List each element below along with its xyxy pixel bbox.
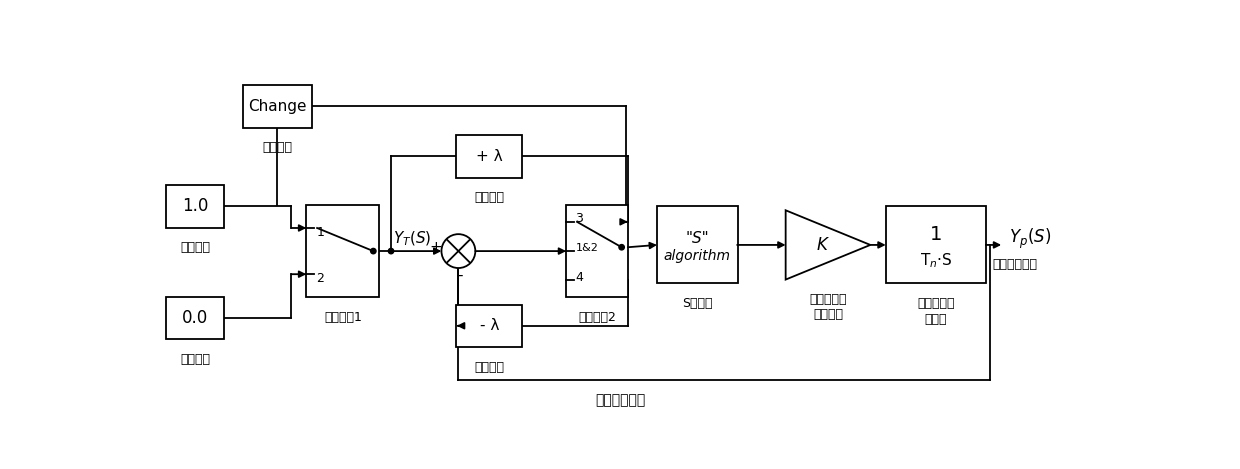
- Circle shape: [371, 249, 376, 254]
- Text: S形算法: S形算法: [682, 297, 712, 310]
- Bar: [243, 85, 312, 128]
- Text: 投入压紧: 投入压紧: [474, 361, 505, 374]
- Bar: [885, 206, 986, 283]
- Text: K: K: [816, 236, 827, 254]
- Text: 给定切换: 给定切换: [263, 141, 293, 154]
- Text: 1.0: 1.0: [182, 197, 208, 215]
- Text: algorithm: algorithm: [663, 249, 730, 263]
- Text: 2: 2: [316, 272, 324, 285]
- Text: 0.0: 0.0: [182, 309, 208, 327]
- Bar: [306, 205, 379, 297]
- Text: 1: 1: [930, 225, 942, 244]
- Text: T$_n$·S: T$_n$·S: [920, 251, 952, 270]
- Text: 拔出给定: 拔出给定: [180, 242, 210, 255]
- Text: 3: 3: [575, 212, 583, 225]
- Text: 投入给定: 投入给定: [180, 353, 210, 366]
- Bar: [456, 304, 522, 347]
- Text: + λ: + λ: [476, 149, 502, 164]
- Circle shape: [388, 249, 394, 254]
- Circle shape: [619, 244, 624, 250]
- Text: 4: 4: [575, 271, 583, 284]
- Polygon shape: [786, 210, 870, 280]
- Text: +: +: [429, 240, 441, 255]
- Bar: [166, 185, 224, 227]
- Text: $Y_T(S)$: $Y_T(S)$: [393, 229, 432, 248]
- Text: 模式切换2: 模式切换2: [578, 311, 616, 324]
- Text: 1: 1: [316, 226, 324, 239]
- Text: 1&2: 1&2: [575, 243, 599, 253]
- Text: 锁锭位移反馈: 锁锭位移反馈: [595, 393, 645, 408]
- Circle shape: [441, 234, 475, 268]
- Text: $Y_p(S)$: $Y_p(S)$: [1009, 227, 1052, 251]
- Text: 拔出压紧: 拔出压紧: [474, 191, 505, 204]
- Bar: [657, 206, 738, 283]
- Text: 液压控制阀
数学模型: 液压控制阀 数学模型: [810, 294, 847, 321]
- Text: "S": "S": [686, 231, 709, 246]
- Text: 模式切换1: 模式切换1: [324, 311, 362, 324]
- Bar: [567, 205, 627, 297]
- Text: -: -: [458, 268, 463, 283]
- Text: 锁锭位移输出: 锁锭位移输出: [992, 258, 1038, 271]
- Bar: [456, 135, 522, 178]
- Text: 锁锭装置数
学模型: 锁锭装置数 学模型: [918, 297, 955, 326]
- Text: Change: Change: [248, 99, 306, 114]
- Bar: [166, 297, 224, 339]
- Text: - λ: - λ: [480, 318, 498, 333]
